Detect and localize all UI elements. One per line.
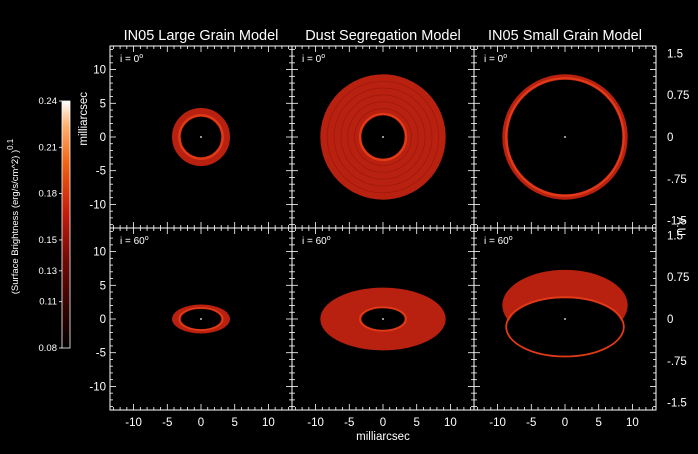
- x-tick-label: 0: [562, 417, 568, 429]
- panel-3-face-on: i = 0o: [474, 46, 656, 228]
- star-marker: [200, 136, 202, 138]
- star-marker: [564, 136, 566, 138]
- disk-texture-ring: [347, 101, 419, 173]
- disk-inner-rim: [505, 296, 625, 358]
- disk-inner-rim: [358, 112, 408, 162]
- au-tick-label: -.75: [667, 174, 687, 186]
- y-axis-label-left: milliarcsec: [78, 92, 90, 146]
- colorbar-tick-label: 0.08: [39, 343, 58, 354]
- colorbar-label: (Surface Brightness (erg/s/cm^2) )0.1: [6, 138, 21, 294]
- disk-ring: [172, 108, 230, 166]
- colorbar-tick-label: 0.24: [39, 96, 58, 107]
- axes: -10 -5 0 5 10 -10 -5 0 5 10 -10 -5 0 5 10 milliarcsec 10…: [78, 45, 689, 443]
- panel-title-dust-segregation: Dust Segregation Model: [305, 28, 461, 44]
- x-tick-label: 0: [380, 417, 386, 429]
- disk-inner-rim: [178, 306, 224, 332]
- star-marker: [382, 318, 384, 320]
- inclination-label: i = 60o: [302, 235, 331, 247]
- x-tick-label: -10: [125, 417, 142, 429]
- x-tick-label: -10: [307, 417, 324, 429]
- inclination-label: i = 0o: [120, 53, 143, 65]
- panel-title-small-grain: IN05 Small Grain Model: [488, 28, 642, 44]
- y-tick-label: -5: [96, 348, 106, 360]
- au-tick-label: 0.75: [667, 272, 689, 284]
- colorbar-tick-label: 0.13: [39, 266, 58, 277]
- au-tick-label: 1.5: [667, 230, 683, 242]
- y-tick-label: 5: [100, 280, 106, 292]
- colorbar-tick-label: 0.11: [39, 297, 57, 308]
- disk-texture-ring: [340, 94, 426, 180]
- au-tick-label: -1.5: [667, 398, 687, 410]
- x-tick-label: 10: [444, 417, 457, 429]
- colorbar-tick-label: 0.15: [39, 235, 58, 246]
- x-tick-label: 0: [198, 417, 204, 429]
- star-marker: [382, 136, 384, 138]
- disk-ring: [502, 74, 628, 200]
- panel-1-face-on: i = 0o: [110, 46, 292, 228]
- x-tick-label: -5: [162, 417, 172, 429]
- colorbar-tick-label: 0.21: [39, 142, 58, 153]
- disk-inner-rim: [505, 77, 625, 197]
- inclination-label: i = 60o: [484, 235, 513, 247]
- y-axis-label-right: A.U.: [674, 217, 686, 239]
- disk-inner-rim: [178, 114, 224, 160]
- au-tick-label: 0: [667, 132, 673, 144]
- x-tick-label: 10: [626, 417, 639, 429]
- inclination-label: i = 0o: [484, 53, 507, 65]
- au-tick-label: 1.5: [667, 48, 683, 60]
- x-axis-label: milliarcsec: [356, 431, 410, 443]
- panel-2-inclined: i = 60o: [292, 228, 474, 410]
- inclination-label: i = 60o: [120, 235, 149, 247]
- au-tick-label: 0: [667, 314, 673, 326]
- y-tick-label: -5: [96, 166, 106, 178]
- disk-inner-rim: [359, 306, 407, 332]
- x-tick-label: 10: [262, 417, 275, 429]
- panel-title-large-grain: IN05 Large Grain Model: [123, 28, 279, 44]
- y-tick-label: -10: [89, 381, 106, 393]
- colorbar-gradient: [61, 100, 71, 349]
- disk-texture-ring: [333, 87, 433, 187]
- colorbar: 0.08 0.11 0.13 0.15 0.18 0.21 0.24 (Surface Bri…: [6, 96, 71, 354]
- disk-cavity: [507, 298, 623, 356]
- y-tick-label: 0: [100, 314, 106, 326]
- ticks: [110, 46, 656, 410]
- panel-3-inclined: i = 60o: [474, 228, 656, 410]
- panel-grid: i = 0o i = 60o i = 0o i = 60o i = 0o i = 60o: [110, 46, 656, 410]
- au-tick-label: 0.75: [667, 90, 689, 102]
- au-tick-label: -1.5: [667, 216, 687, 228]
- panel-1-inclined: i = 60o: [110, 228, 292, 410]
- y-tick-label: 5: [100, 98, 106, 110]
- x-tick-label: -5: [344, 417, 354, 429]
- panel-2-face-on: i = 0o: [292, 46, 474, 228]
- colorbar-tick-label: 0.18: [39, 189, 58, 200]
- x-tick-label: 5: [232, 417, 238, 429]
- x-tick-label: 5: [596, 417, 602, 429]
- au-tick-label: -.75: [667, 356, 687, 368]
- disk-texture-ring: [354, 108, 412, 166]
- x-tick-label: -5: [526, 417, 536, 429]
- disk-texture-ring: [326, 80, 440, 194]
- y-tick-label: 10: [93, 247, 106, 259]
- x-tick-label: 5: [414, 417, 420, 429]
- y-tick-label: 10: [93, 65, 106, 77]
- star-marker: [564, 318, 566, 320]
- y-tick-label: 0: [100, 132, 106, 144]
- star-marker: [200, 318, 202, 320]
- inclination-label: i = 0o: [302, 53, 325, 65]
- x-tick-label: -10: [489, 417, 506, 429]
- y-tick-label: -10: [89, 199, 106, 211]
